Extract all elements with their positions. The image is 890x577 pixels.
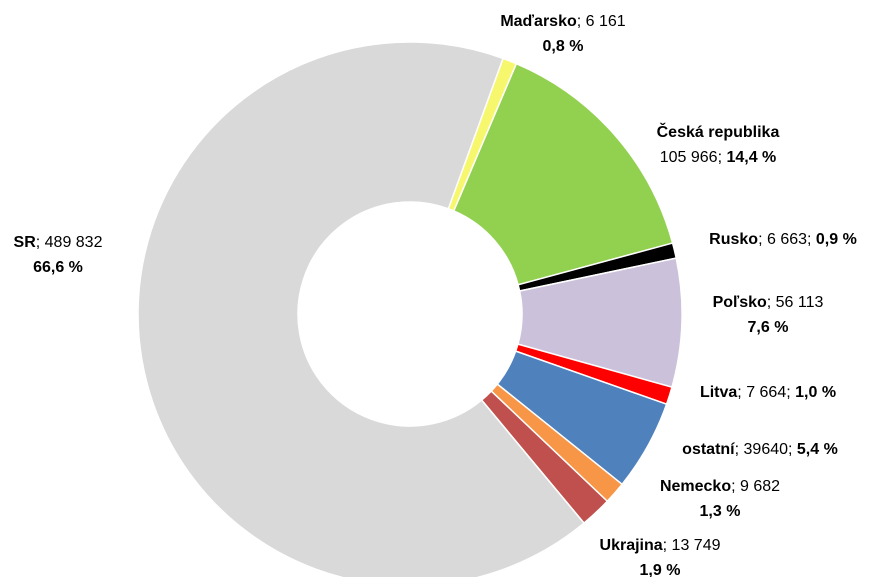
data-label: Rusko; 6 663; 0,9 % [709,231,857,248]
donut-segment [137,41,586,577]
category-name: Česká republika [657,122,780,141]
percent-label: 66,6 % [33,259,83,276]
label-line: 7,6 % [748,319,789,336]
separator: ; [807,231,816,248]
category-name: SR [14,234,37,251]
donut-segment [452,62,674,286]
category-name: Litva [700,384,737,401]
separator: ; [663,537,672,554]
separator: ; [737,384,746,401]
category-name: Ukrajina [600,537,663,554]
separator: ; [758,231,767,248]
value-label: 6 663 [767,231,807,248]
separator: ; [718,149,727,166]
label-line: Česká republika [657,122,780,141]
category-name: Rusko [709,231,758,248]
percent-label: 7,6 % [748,319,789,336]
label-line: Maďarsko; 6 161 [500,13,625,30]
label-line: Ukrajina; 13 749 [600,537,721,554]
separator: ; [735,441,744,458]
label-line: 66,6 % [33,259,83,276]
value-label: 9 682 [740,478,780,495]
separator: ; [36,234,45,251]
percent-label: 1,0 % [795,384,836,401]
label-line: Poľsko; 56 113 [713,294,824,311]
percent-label: 1,3 % [700,503,741,520]
percent-label: 0,9 % [816,231,857,248]
value-label: 105 966 [660,149,718,166]
data-label: Poľsko; 56 113 7,6 % [713,294,824,336]
percent-label: 5,4 % [797,441,838,458]
label-line: 1,9 % [640,562,681,577]
percent-label: 14,4 % [726,149,776,166]
data-label: Litva; 7 664; 1,0 % [700,384,836,401]
data-label: ostatní; 39640; 5,4 % [682,441,838,458]
label-line: SR; 489 832 [14,234,103,251]
separator: ; [767,294,776,311]
value-label: 13 749 [672,537,721,554]
separator: ; [788,441,797,458]
percent-label: 1,9 % [640,562,681,577]
value-label: 39640 [744,441,789,458]
percent-label: 0,8 % [543,38,584,55]
value-label: 56 113 [776,294,824,311]
data-label: Ukrajina; 13 749 1,9 % [600,537,721,577]
data-label: Nemecko; 9 682 1,3 % [660,478,780,520]
label-line: 1,3 % [700,503,741,520]
label-line: Nemecko; 9 682 [660,478,780,495]
value-label: 6 161 [586,13,626,30]
value-label: 7 664 [746,384,786,401]
category-name: Nemecko [660,478,731,495]
label-line: Litva; 7 664; 1,0 % [700,384,836,401]
separator: ; [577,13,586,30]
data-label: SR; 489 832 66,6 % [14,234,103,276]
label-line: Rusko; 6 663; 0,9 % [709,231,857,248]
label-line: 105 966; 14,4 % [660,149,777,166]
category-name: ostatní [682,441,735,458]
data-label: Česká republika 105 966; 14,4 % [657,122,780,166]
separator: ; [731,478,740,495]
label-line: 0,8 % [543,38,584,55]
separator: ; [786,384,795,401]
label-line: ostatní; 39640; 5,4 % [682,441,838,458]
value-label: 489 832 [45,234,103,251]
category-name: Poľsko [713,294,767,311]
category-name: Maďarsko [500,13,577,30]
